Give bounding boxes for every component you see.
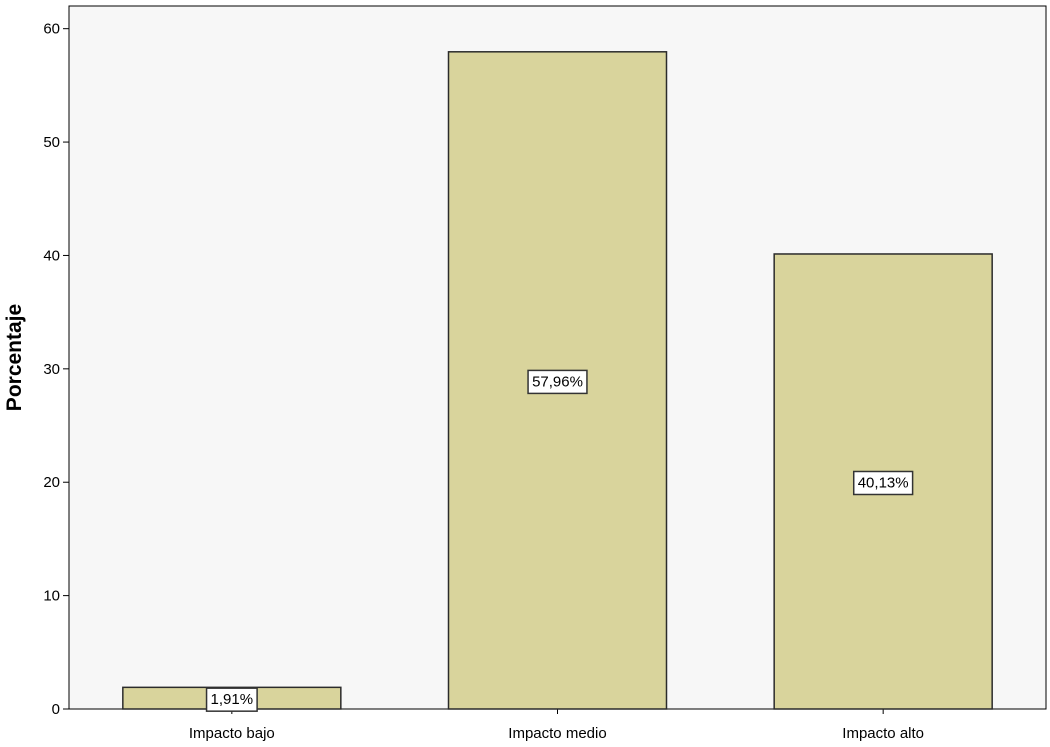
y-axis: 0 10 20 30 40 50 60 bbox=[43, 6, 70, 718]
y-tick-label: 60 bbox=[43, 21, 60, 38]
y-tick-label: 40 bbox=[43, 247, 60, 264]
y-tick-label: 20 bbox=[43, 474, 60, 491]
data-label-box bbox=[205, 687, 258, 712]
data-labels: 1,91% 57,96% 40,13% bbox=[205, 369, 914, 712]
y-tick-label: 50 bbox=[43, 134, 60, 151]
data-label-box bbox=[852, 470, 914, 496]
data-label-text: 57,96% bbox=[532, 373, 583, 390]
bars bbox=[122, 51, 993, 710]
data-label-text: 40,13% bbox=[858, 474, 909, 491]
y-tick-label: 0 bbox=[52, 701, 60, 718]
y-tick-label: 10 bbox=[43, 588, 60, 605]
x-axis: Impacto bajo Impacto medio Impacto alto bbox=[69, 708, 1046, 742]
data-label-text: 1,91% bbox=[211, 691, 254, 708]
x-tick-label: Impacto alto bbox=[842, 725, 924, 742]
data-label-box bbox=[527, 369, 588, 395]
x-tick-label: Impacto bajo bbox=[189, 725, 275, 742]
y-tick-label: 30 bbox=[43, 361, 60, 378]
data-label: 57,96% bbox=[527, 369, 588, 395]
data-label: 1,91% bbox=[205, 687, 258, 712]
x-tick-label: Impacto medio bbox=[508, 725, 606, 742]
y-axis-title: Porcentaje bbox=[3, 304, 26, 411]
data-label: 40,13% bbox=[852, 470, 914, 496]
